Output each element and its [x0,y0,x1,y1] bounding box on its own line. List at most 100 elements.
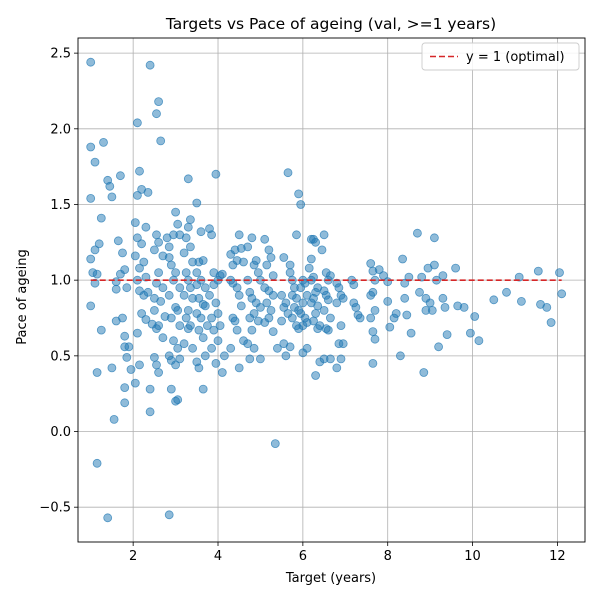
data-point [109,414,119,424]
data-point [137,239,147,249]
data-point [173,219,183,229]
data-point [158,283,168,293]
data-point [188,343,198,353]
data-point [198,333,208,343]
data-point [383,277,393,287]
data-point [111,284,121,294]
data-point [285,268,295,278]
data-point [419,368,429,377]
data-point [266,253,276,262]
data-point [118,313,127,323]
axis-ticks: 2 4 6 8 10 12 −0.5 0.0 0.5 1.0 1.5 2.0 2.5 [39,47,565,564]
data-point [94,239,104,249]
data-point [207,230,217,240]
data-point [255,354,265,364]
data-point [194,293,204,303]
data-point [149,305,159,315]
data-point [164,253,174,262]
data-point [234,363,244,373]
data-point [230,316,240,326]
data-point [181,268,191,278]
data-point [272,343,282,353]
data-point [336,354,346,364]
data-point [194,325,204,335]
y-tick-label: 1.0 [50,274,71,289]
data-point [338,339,348,349]
data-point [319,230,329,240]
y-tick-label: 1.5 [50,198,71,213]
data-point [126,365,136,374]
data-point [489,295,499,305]
data-point [209,325,219,335]
data-point [557,289,567,299]
data-point [253,268,263,278]
data-point [166,260,176,270]
data-point [349,280,359,290]
data-point [266,305,276,315]
data-point [96,213,106,223]
legend: y = 1 (optimal) [421,42,580,71]
data-point [200,351,210,361]
data-point [196,313,206,323]
data-point [207,343,217,353]
data-point [154,97,164,106]
data-point [143,187,153,197]
y-axis-label: Pace of ageing [15,249,30,344]
data-point [152,360,161,370]
data-point [412,228,422,238]
data-point [306,254,316,264]
data-point [287,313,297,323]
data-point [245,354,255,364]
data-point [183,222,193,232]
data-point [262,260,272,270]
data-point [277,316,287,326]
data-point [181,233,191,243]
x-tick-label: 4 [214,549,222,564]
data-point [311,237,321,247]
data-point [260,318,270,327]
data-point [294,189,304,199]
data-point [236,301,246,311]
data-point [366,313,376,323]
data-point [546,318,556,327]
data-point [425,298,435,308]
data-point [185,215,195,225]
data-point [183,324,193,334]
data-point [323,325,333,335]
data-point [192,280,202,290]
data-point [179,290,189,300]
data-point [325,271,335,281]
data-point [141,315,151,324]
data-point [451,263,461,273]
data-point [406,328,416,338]
data-point [243,242,253,252]
data-point [169,336,178,346]
data-point [96,325,106,335]
x-axis-label: Target (years) [285,571,376,586]
data-point [120,331,130,341]
data-point [438,271,448,281]
data-point [175,354,185,364]
data-point [247,325,257,335]
data-point [298,298,308,308]
data-point [145,60,155,70]
data-point [232,283,242,293]
y-tick-label: 2.5 [50,47,71,62]
data-point [213,309,223,318]
data-point [141,222,151,232]
data-point [264,245,274,255]
data-point [404,272,414,282]
data-point [319,305,329,315]
data-point [255,302,265,312]
data-point [296,283,306,293]
data-point [124,342,134,352]
data-point [317,245,327,255]
data-point [217,368,227,377]
data-point [166,384,176,394]
data-point [398,254,408,264]
data-point [292,293,301,303]
y-tick-label: 0.0 [50,425,71,440]
data-point [152,230,161,240]
data-point [370,305,380,315]
data-point [175,283,185,293]
